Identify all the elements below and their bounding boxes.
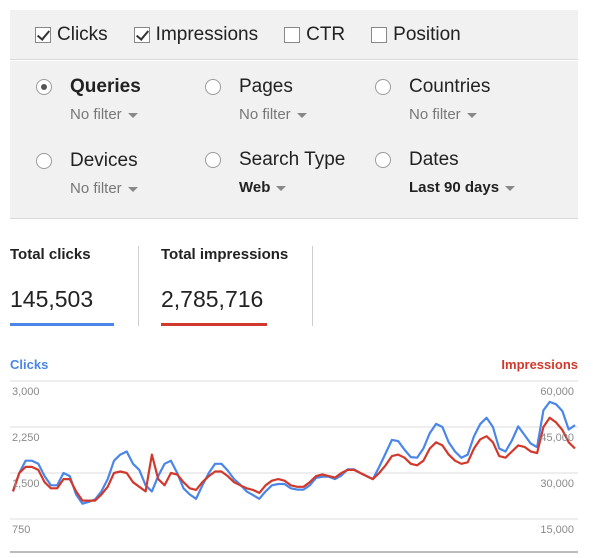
dimension-label: Dates (409, 149, 459, 170)
dimension-label: Search Type (239, 149, 346, 170)
total-clicks-value: 145,503 (10, 286, 94, 312)
series-line-impressions (11, 416, 576, 502)
countries-filter-dropdown[interactable]: No filter (409, 106, 477, 123)
devices-filter-dropdown[interactable]: No filter (70, 180, 138, 197)
series-line-clicks (11, 400, 576, 505)
right-axis-label: Impressions (501, 357, 578, 372)
clicks-indicator-bar (10, 323, 114, 326)
caret-down-icon (466, 112, 477, 118)
pages-filter-dropdown[interactable]: No filter (239, 106, 307, 123)
pages-radio[interactable] (205, 79, 221, 95)
metric-impressions[interactable]: Impressions (133, 23, 259, 46)
left-axis-label: Clicks (10, 357, 49, 372)
metric-position[interactable]: Position (371, 24, 461, 46)
divider (312, 246, 313, 326)
left-tick-label: 1,500 (12, 478, 40, 490)
left-tick-label: 2,250 (12, 432, 40, 444)
caret-down-icon (127, 186, 138, 192)
clicks-checkbox[interactable] (35, 26, 51, 43)
devices-radio[interactable] (36, 153, 52, 169)
divider (138, 246, 139, 326)
total-impressions-value: 2,785,716 (161, 286, 264, 312)
impressions-checkbox[interactable] (133, 26, 150, 43)
metric-clicks[interactable]: Clicks (35, 24, 108, 46)
dimension-selector-panel: Queries No filter Pages No filter Countr… (10, 61, 578, 219)
countries-radio[interactable] (375, 79, 391, 95)
performance-chart: 3,000 2,250 1,500 750 60,000 45,000 30,000 15,0… (10, 380, 578, 553)
left-tick-label: 3,000 (12, 386, 40, 398)
caret-down-icon (505, 185, 516, 191)
dates-radio[interactable] (375, 152, 391, 168)
queries-radio[interactable] (36, 79, 52, 95)
right-tick-label: 45,000 (540, 432, 574, 444)
total-impressions-label: Total impressions (161, 246, 289, 263)
search-type-filter-dropdown[interactable]: Web (239, 179, 287, 196)
ctr-checkbox[interactable] (284, 26, 301, 43)
dimension-label: Devices (70, 150, 138, 171)
total-clicks-label: Total clicks (10, 246, 91, 263)
metric-ctr[interactable]: CTR (284, 24, 345, 46)
caret-down-icon (127, 112, 138, 118)
position-checkbox[interactable] (371, 26, 388, 43)
metric-selector-bar: Clicks Impressions CTR Position (10, 10, 578, 60)
caret-down-icon (276, 185, 287, 191)
right-tick-label: 60,000 (540, 386, 574, 398)
right-tick-label: 30,000 (540, 478, 574, 490)
impressions-indicator-bar (161, 323, 267, 326)
dimension-label: Queries (70, 76, 141, 97)
dates-filter-dropdown[interactable]: Last 90 days (409, 179, 516, 196)
right-tick-label: 15,000 (540, 524, 574, 536)
metric-label: CTR (306, 23, 346, 45)
queries-filter-dropdown[interactable]: No filter (70, 106, 138, 123)
left-tick-label: 750 (12, 524, 30, 536)
metric-label: Position (393, 23, 461, 45)
dimension-label: Pages (239, 76, 293, 97)
dimension-label: Countries (409, 76, 491, 97)
total-impressions-card[interactable]: Total impressions 2,785,716 (161, 246, 301, 326)
metric-label: Clicks (57, 23, 108, 45)
search-type-radio[interactable] (205, 152, 221, 168)
caret-down-icon (296, 112, 307, 118)
total-clicks-card[interactable]: Total clicks 145,503 (10, 246, 120, 326)
metric-label: Impressions (155, 23, 259, 45)
